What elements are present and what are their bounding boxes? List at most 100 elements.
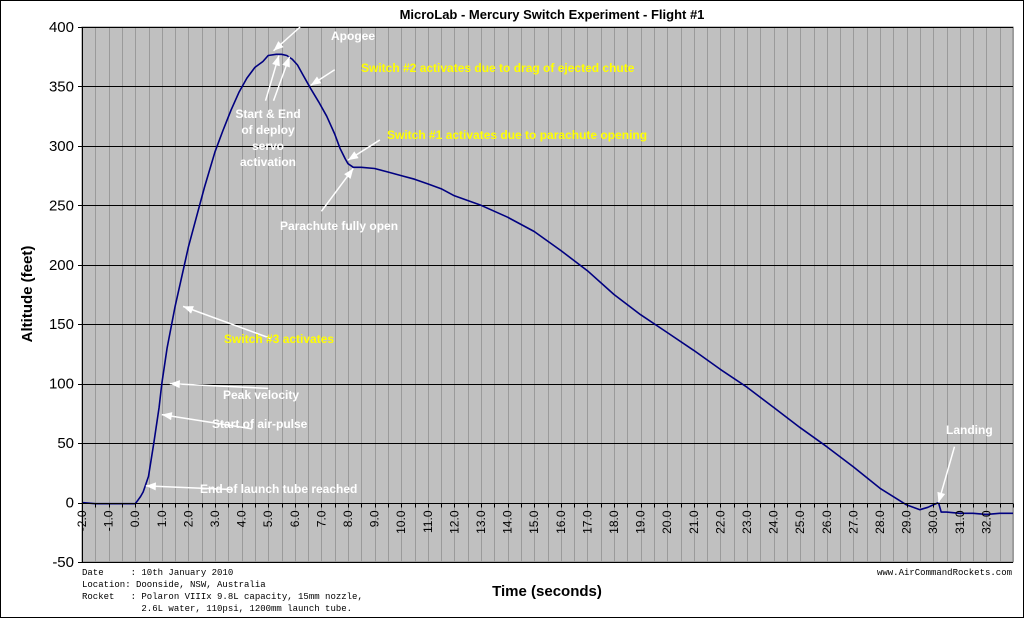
x-tick-label: 0.0 <box>128 510 142 527</box>
y-tick-label: 200 <box>49 257 74 274</box>
x-tick-label: 6.0 <box>288 510 302 527</box>
annotation-peak-velocity: Peak velocity <box>223 388 299 402</box>
x-tick-label: 22.0 <box>713 510 727 534</box>
annotation-deploy-line-2: of deploy <box>241 123 295 137</box>
annotation-deploy-line-3: servo <box>252 139 284 153</box>
annotation-switch-2: Switch #2 activates due to drag of eject… <box>361 61 635 75</box>
x-tick-label: 12.0 <box>447 510 461 534</box>
peak-velocity-arrow <box>169 380 269 390</box>
footer-date: Date : 10th January 2010 <box>82 568 233 578</box>
switch-1-arrow <box>347 139 381 161</box>
x-tick-label: 31.0 <box>953 510 967 534</box>
x-tick-label: 2.0 <box>181 510 195 527</box>
switch-1-arrow-head <box>348 151 359 161</box>
landing-arrow-head <box>937 491 946 503</box>
y-tick-label: -50 <box>52 554 74 571</box>
apogee-arrow-head <box>273 41 284 51</box>
axes <box>78 27 1014 563</box>
x-tick-label: -2.0 <box>75 510 89 531</box>
x-tick-labels: -2.0 -1.0 0.0 1.0 2.0 3.0 4.0 5.0 6.0 7.0 8.0 9.0 10… <box>75 510 993 534</box>
annotation-launch-tube: End of launch tube reached <box>200 482 357 496</box>
x-tick-label: 32.0 <box>979 510 993 534</box>
deploy-end-arrow-head <box>282 56 290 68</box>
deploy-start-arrow-head <box>272 55 280 67</box>
x-tick-label: 29.0 <box>900 510 914 534</box>
launch-tube-arrow-shaft <box>145 485 231 491</box>
x-tick-label: 19.0 <box>634 510 648 534</box>
x-tick-label: 5.0 <box>261 510 275 527</box>
peak-velocity-arrow-head <box>169 380 180 389</box>
x-tick-label: 9.0 <box>368 510 382 527</box>
y-tick-labels: -50 0 50 100 150 200 250 300 350 400 <box>49 19 74 571</box>
y-tick-label: 350 <box>49 78 74 95</box>
parachute-open-arrow <box>320 168 354 212</box>
x-tick-label: 30.0 <box>926 510 940 534</box>
air-pulse-arrow-head <box>161 412 173 421</box>
y-tick-label: 0 <box>66 495 74 512</box>
plot-background <box>81 26 1014 563</box>
y-tick-label: 100 <box>49 376 74 393</box>
switch-2-arrow-head <box>310 76 322 86</box>
launch-tube-arrow <box>145 482 231 491</box>
x-tick-label: 27.0 <box>846 510 860 534</box>
x-tick-label: 21.0 <box>687 510 701 534</box>
x-axis-label: Time (seconds) <box>492 583 602 600</box>
switch-3-arrow <box>182 305 272 340</box>
air-pulse-arrow <box>161 412 253 430</box>
landing-arrow <box>937 446 956 503</box>
x-tick-label: 17.0 <box>580 510 594 534</box>
footer-website: www.AirCommandRockets.com <box>877 568 1012 578</box>
plot-area <box>81 26 1014 563</box>
switch-3-arrow-head <box>183 306 194 314</box>
x-tick-label: 7.0 <box>314 510 328 527</box>
x-tick-label: 14.0 <box>501 510 515 534</box>
x-tick-label: 13.0 <box>474 510 488 534</box>
x-tick-label: 24.0 <box>767 510 781 534</box>
x-tick-label: -1.0 <box>102 510 116 531</box>
footer-rocket: Rocket : Polaron VIIIx 9.8L capacity, 15… <box>82 592 363 602</box>
annotation-apogee: Apogee <box>331 29 375 43</box>
x-tick-label: 23.0 <box>740 510 754 534</box>
y-tick-label: 400 <box>49 19 74 36</box>
x-tick-label: 15.0 <box>527 510 541 534</box>
peak-velocity-arrow-shaft <box>169 382 269 390</box>
x-tick-label: 16.0 <box>554 510 568 534</box>
x-tick-label: 11.0 <box>421 510 435 533</box>
chart-title: MicroLab - Mercury Switch Experiment - F… <box>400 7 705 22</box>
y-tick-label: 150 <box>49 316 74 333</box>
x-tick-label: 8.0 <box>341 510 355 527</box>
x-tick-label: 3.0 <box>208 510 222 527</box>
deploy-end-arrow <box>272 56 291 101</box>
switch-2-arrow <box>310 69 336 86</box>
y-tick-label: 300 <box>49 138 74 155</box>
x-tick-label: 25.0 <box>793 510 807 534</box>
x-tick-label: 26.0 <box>820 510 834 534</box>
annotation-deploy-line-1: Start & End <box>235 107 300 121</box>
y-axis-label: Altitude (feet) <box>19 246 36 343</box>
deploy-start-arrow <box>264 55 280 101</box>
annotation-arrows <box>145 26 956 503</box>
parachute-open-arrow-head <box>344 168 354 179</box>
y-tick-label: 50 <box>57 435 74 452</box>
x-tick-label: 10.0 <box>394 510 408 534</box>
x-tick-label: 18.0 <box>607 510 621 534</box>
series-layer <box>81 53 1013 516</box>
air-pulse-arrow-shaft <box>161 413 253 430</box>
footer-rocket-cont: 2.6L water, 110psi, 1200mm launch tube. <box>82 604 352 614</box>
x-tick-label: 20.0 <box>660 510 674 534</box>
altitude-series-line <box>81 53 1013 516</box>
x-tick-label: 4.0 <box>235 510 249 527</box>
y-tick-label: 250 <box>49 197 74 214</box>
annotation-parachute-open: Parachute fully open <box>280 219 398 233</box>
footer-location: Location: Doonside, NSW, Australia <box>82 580 266 590</box>
apogee-arrow <box>273 26 301 52</box>
annotation-air-pulse: Start of air-pulse <box>212 417 308 431</box>
launch-tube-arrow-head <box>145 482 156 491</box>
annotation-switch-3: Switch #3 activates <box>224 332 334 346</box>
x-tick-label: 28.0 <box>873 510 887 534</box>
x-tick-label: 1.0 <box>155 510 169 527</box>
annotation-deploy-line-4: activation <box>240 155 296 169</box>
switch-3-arrow-shaft <box>182 305 272 340</box>
